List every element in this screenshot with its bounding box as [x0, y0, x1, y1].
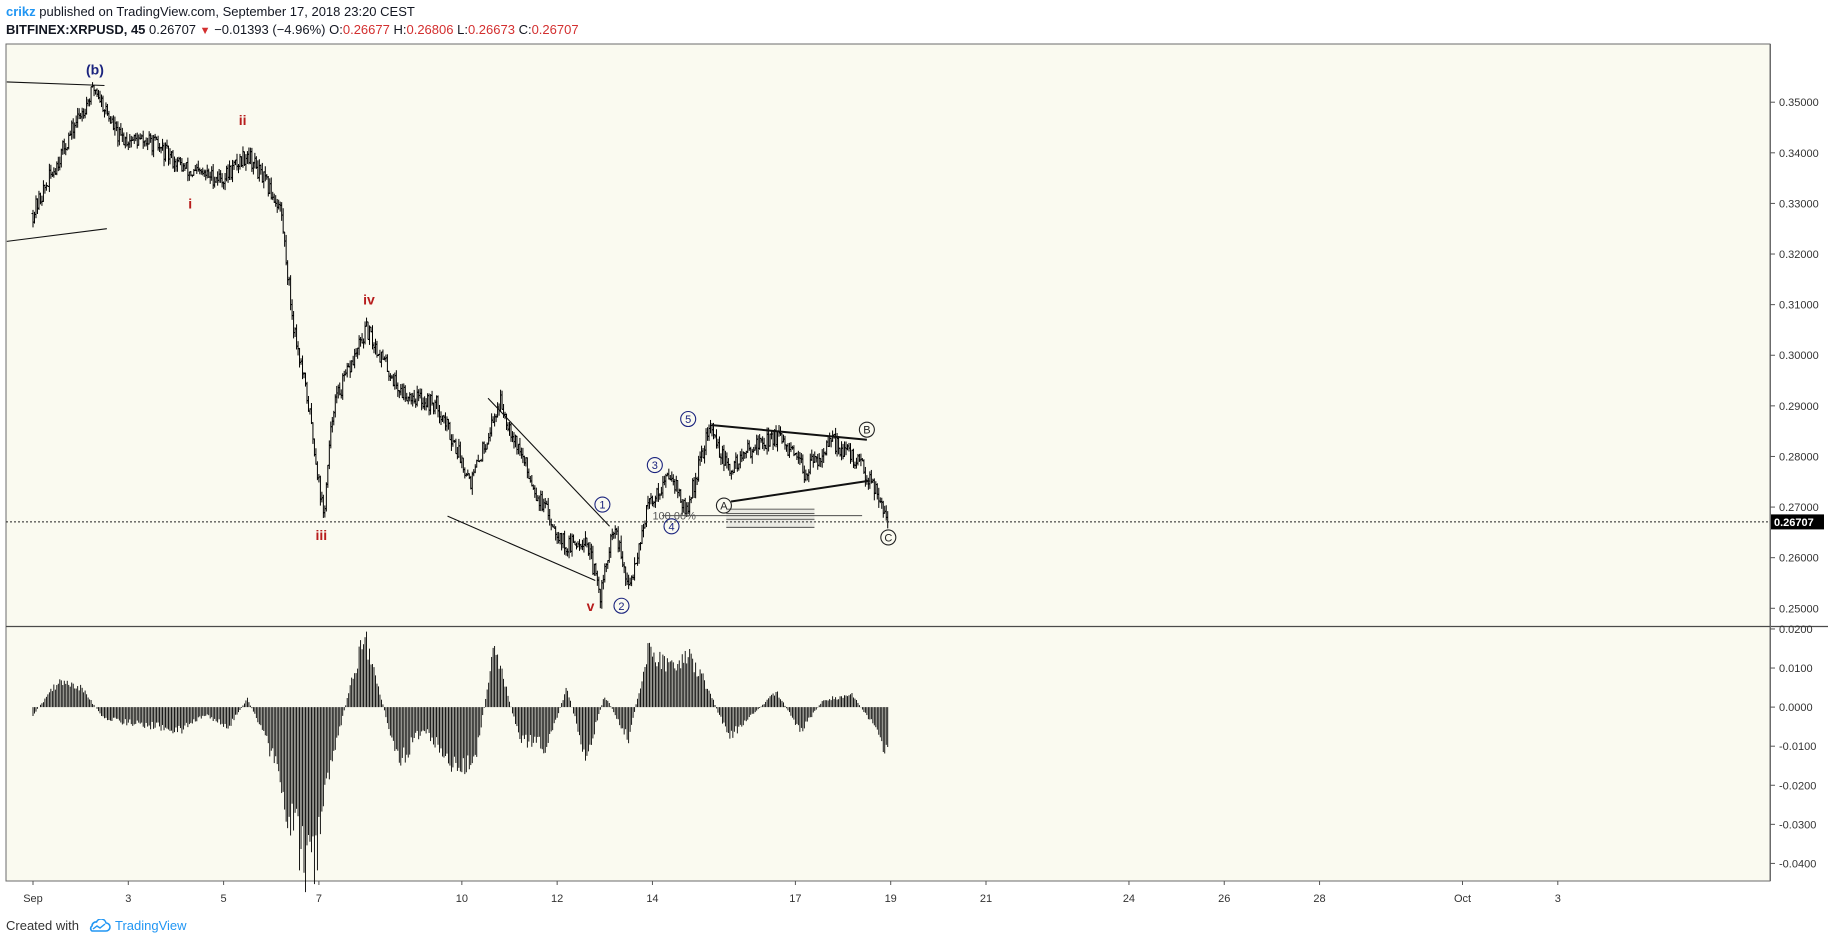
trendline[interactable]: [711, 424, 867, 441]
tradingview-link[interactable]: TradingView: [87, 918, 187, 933]
time-axis-label: 12: [551, 893, 563, 905]
time-axis-label: 7: [316, 893, 322, 905]
oscillator-axis-label: 0.0200: [1779, 624, 1813, 636]
trendline[interactable]: [6, 228, 107, 242]
wave-label-circle: [646, 457, 663, 474]
trendlines: [6, 81, 870, 581]
price-tag-bg: [1771, 514, 1824, 530]
time-axis-label: 28: [1313, 893, 1325, 905]
publish-line: crikz published on TradingView.com, Sept…: [6, 3, 1706, 21]
wave-label: 5: [685, 414, 691, 426]
created-with-label: Created with: [6, 918, 79, 933]
wave-label-circle: [680, 410, 697, 428]
price-axis-label: 0.35000: [1779, 97, 1819, 109]
wave-label: 3: [652, 460, 658, 472]
oscillator-axis-label: 0.0000: [1779, 702, 1813, 714]
down-arrow-icon: ▼: [199, 25, 211, 37]
footer: Created with TradingView: [6, 918, 187, 933]
time-axis-label: 3: [1555, 893, 1561, 905]
author-link[interactable]: crikz: [6, 4, 36, 19]
time-axis-label: 5: [221, 893, 227, 905]
time-axis-label: 14: [646, 893, 658, 905]
publish-info: published on TradingView.com, September …: [35, 4, 415, 19]
time-axis-label: 3: [125, 893, 131, 905]
price-axis-label: 0.32000: [1779, 249, 1819, 261]
wave-label-circle: [715, 497, 732, 514]
close-label: C:: [518, 22, 532, 37]
wave-label: 4: [668, 521, 674, 533]
price-change: −0.01393 (−4.96%): [214, 22, 326, 37]
wave-label: iv: [363, 292, 375, 308]
trendline[interactable]: [730, 479, 870, 503]
wave-label: B: [863, 425, 870, 437]
price-series: [31, 82, 890, 609]
high-label: H:: [393, 22, 407, 37]
ohlc-line: BITFINEX:XRPUSD, 45 0.26707 ▼ −0.01393 (…: [6, 21, 1706, 39]
price-tag-value: 0.26707: [1774, 517, 1814, 529]
fib-retracement: 100.00%: [652, 508, 863, 528]
trendline[interactable]: [447, 515, 596, 581]
time-axis-label: 21: [980, 893, 992, 905]
open-value: 0.26677: [342, 22, 390, 37]
price-axis-label: 0.34000: [1779, 148, 1819, 160]
wave-label: v: [587, 598, 595, 614]
wave-label: (b): [86, 61, 104, 77]
fib-zone: [726, 509, 815, 528]
wave-label: 2: [618, 601, 624, 613]
tradingview-cloud-icon: [89, 918, 111, 932]
wave-label: iii: [315, 527, 327, 543]
time-axis[interactable]: Sep 3 5 7 10 12 14 17 19 21 24 26 28 Oct 3: [23, 881, 1561, 905]
price-axis-label: 0.25000: [1779, 603, 1819, 615]
time-axis-label: 26: [1218, 893, 1230, 905]
price-axis-label: 0.29000: [1779, 401, 1819, 413]
time-axis-label: 17: [789, 893, 801, 905]
low-label: L:: [457, 22, 468, 37]
oscillator-axis-label: -0.0400: [1779, 858, 1816, 870]
symbol-label[interactable]: BITFINEX:XRPUSD, 45: [6, 22, 146, 37]
fib-100-label: 100.00%: [652, 511, 696, 523]
trendline[interactable]: [6, 81, 105, 87]
time-axis-label: Sep: [23, 893, 43, 905]
price-axis-label: 0.28000: [1779, 451, 1819, 463]
wave-label-circle: [858, 421, 875, 438]
price-axis-label: 0.30000: [1779, 350, 1819, 362]
wave-label-circle: [594, 496, 611, 513]
main-pane-bg: [6, 44, 1770, 626]
time-axis-label: 24: [1123, 893, 1135, 905]
wave-label: 1: [599, 500, 605, 512]
close-value: 0.26707: [531, 22, 579, 37]
oscillator-pane-bg: [6, 627, 1770, 881]
oscillator-axis-label: -0.0200: [1779, 780, 1816, 792]
price-axis[interactable]: 0.35000 0.34000 0.33000 0.32000 0.31000 0.300…: [1770, 97, 1819, 615]
wave-label: C: [884, 532, 892, 544]
price-axis-label: 0.27000: [1779, 502, 1819, 514]
price-axis-label: 0.33000: [1779, 198, 1819, 210]
current-price-tag: 0.26707: [1771, 514, 1824, 530]
oscillator-axis-label: -0.0100: [1779, 741, 1816, 753]
wave-label-circle: [880, 529, 897, 546]
tradingview-brand-label: TradingView: [114, 918, 187, 933]
wave-label-circle: [613, 597, 630, 614]
low-value: 0.26673: [467, 22, 515, 37]
wave-label: A: [720, 501, 728, 513]
trendline[interactable]: [487, 397, 610, 527]
oscillator-series: [32, 631, 889, 893]
open-label: O:: [329, 22, 343, 37]
time-axis-label: Oct: [1454, 893, 1471, 905]
chart-header: crikz published on TradingView.com, Sept…: [6, 3, 1706, 39]
wave-label: ii: [239, 112, 247, 128]
price-axis-label: 0.31000: [1779, 300, 1819, 312]
price-axis-label: 0.26000: [1779, 553, 1819, 565]
oscillator-axis-label: 0.0100: [1779, 663, 1813, 675]
last-price: 0.26707: [149, 22, 197, 37]
high-value: 0.26806: [406, 22, 454, 37]
oscillator-axis[interactable]: 0.0200 0.0100 0.0000 -0.0100 -0.0200 -0.0300 -…: [1770, 624, 1816, 870]
time-axis-label: 19: [885, 893, 897, 905]
wave-label: i: [188, 195, 192, 211]
time-axis-label: 10: [456, 893, 468, 905]
oscillator-axis-label: -0.0300: [1779, 819, 1816, 831]
wave-label-circle: [663, 518, 680, 535]
